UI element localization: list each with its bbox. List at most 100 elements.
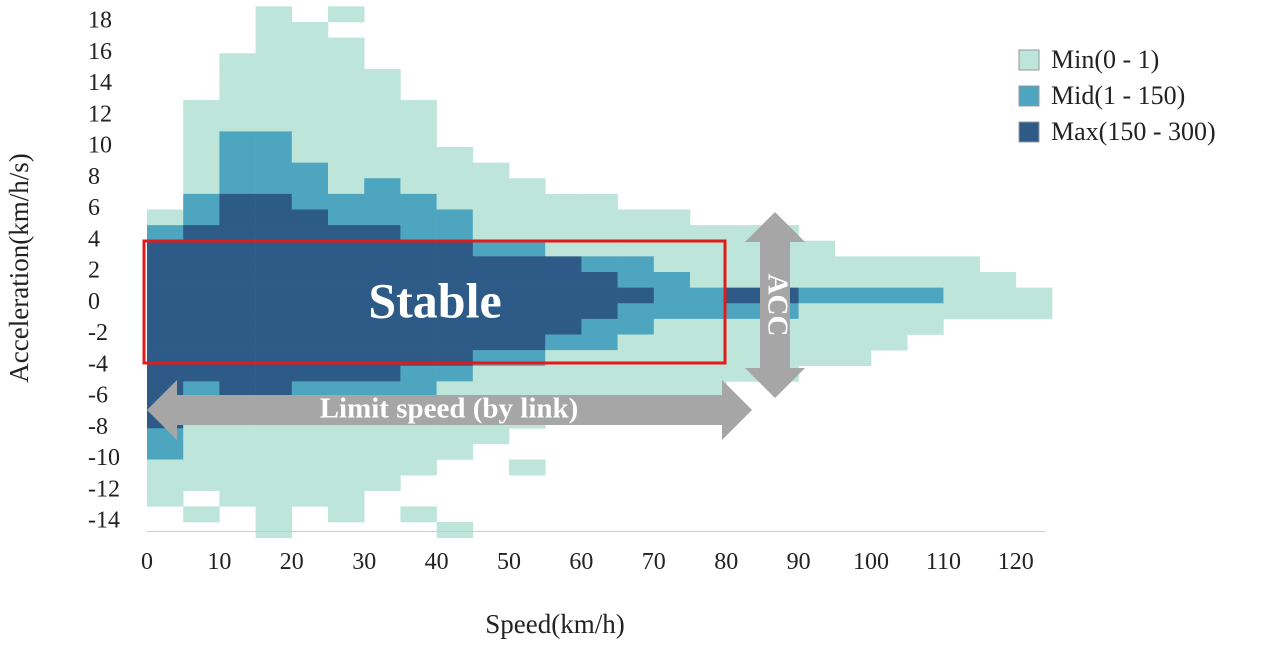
heatmap-cell: [871, 475, 908, 491]
heatmap-cell: [726, 53, 763, 69]
heatmap-cell: [907, 381, 944, 397]
heatmap-cell: [473, 69, 510, 85]
heatmap-cell: [618, 460, 655, 476]
heatmap-cell: [291, 147, 329, 163]
heatmap-cell: [690, 194, 727, 210]
heatmap-cell: [762, 100, 799, 116]
heatmap-cell: [255, 428, 293, 445]
heatmap-cell: [907, 210, 944, 226]
y-tick-label: -8: [88, 414, 108, 440]
heatmap-cell: [798, 240, 836, 257]
y-tick-label: 18: [88, 8, 112, 34]
heatmap-cell: [690, 69, 727, 85]
heatmap-cell: [618, 194, 655, 210]
heatmap-cell: [943, 397, 980, 413]
heatmap-cell: [834, 350, 872, 367]
heatmap-cell: [1015, 303, 1053, 320]
legend-label: Mid(1 - 150): [1051, 81, 1185, 110]
heatmap-cell: [364, 365, 401, 382]
heatmap-cell: [943, 210, 980, 226]
heatmap-cell: [473, 53, 510, 69]
heatmap-cell: [835, 475, 872, 491]
heatmap-cell: [400, 38, 437, 54]
heatmap-cell: [653, 225, 691, 242]
heatmap-cell: [183, 131, 220, 148]
heatmap-cell: [871, 225, 908, 241]
heatmap-cell: [400, 365, 437, 382]
heatmap-cell: [219, 84, 256, 101]
heatmap-cell: [545, 178, 582, 194]
heatmap-cell: [690, 318, 727, 335]
heatmap-cell: [690, 428, 727, 444]
heatmap-cell: [183, 100, 220, 117]
heatmap-cell: [183, 256, 220, 273]
heatmap-cell: [1016, 350, 1053, 366]
heatmap-cell: [147, 209, 184, 226]
heatmap-cell: [581, 365, 618, 382]
heatmap-cell: [1016, 397, 1053, 413]
heatmap-cell: [183, 318, 220, 335]
heatmap-cell: [400, 272, 437, 288]
heatmap-cell: [726, 116, 763, 132]
heatmap-cell: [255, 68, 293, 85]
heatmap-cell: [328, 303, 365, 320]
heatmap-cell: [400, 428, 437, 445]
heatmap-cell: [219, 459, 256, 476]
heatmap-cell: [509, 178, 546, 195]
heatmap-cell: [545, 131, 582, 147]
heatmap-cell: [292, 506, 329, 522]
heatmap-cell: [255, 256, 293, 273]
heatmap-cell: [798, 256, 836, 273]
heatmap-cell: [219, 506, 256, 522]
heatmap-cell: [835, 210, 872, 226]
heatmap-cell: [581, 209, 618, 226]
heatmap-cell: [147, 475, 184, 492]
heatmap-cell: [509, 381, 546, 398]
heatmap-cell: [690, 225, 727, 242]
heatmap-cell: [364, 22, 401, 38]
heatmap-cell: [183, 475, 220, 492]
heatmap-cell: [726, 444, 763, 460]
heatmap-cell: [183, 162, 220, 179]
heatmap-cell: [473, 506, 510, 522]
heatmap-cell: [509, 131, 546, 147]
heatmap-cell: [835, 241, 872, 257]
heatmap-cell: [653, 365, 691, 382]
heatmap-cell: [907, 303, 944, 320]
heatmap-cell: [509, 365, 546, 382]
heatmap-cell: [219, 318, 256, 335]
heatmap-cell: [1016, 210, 1053, 226]
heatmap-cell: [943, 178, 980, 194]
heatmap-cell: [400, 443, 437, 460]
heatmap-cell: [726, 178, 763, 194]
heatmap-cell: [291, 256, 329, 273]
legend-swatch: [1018, 49, 1040, 71]
heatmap-cell: [328, 272, 365, 288]
heatmap-cell: [581, 522, 618, 538]
heatmap-cell: [291, 428, 329, 445]
heatmap-cell: [618, 38, 655, 54]
heatmap-cell: [980, 491, 1017, 507]
y-tick-label: 12: [88, 101, 112, 127]
heatmap-cell: [943, 272, 980, 288]
heatmap-cell: [255, 381, 293, 398]
heatmap-cell: [690, 381, 727, 398]
heatmap-cell: [799, 100, 836, 116]
heatmap-cell: [581, 69, 618, 85]
heatmap-cell: [436, 162, 474, 179]
heatmap-cell: [581, 38, 618, 54]
heatmap-cell: [328, 178, 365, 195]
heatmap-cell: [473, 38, 510, 54]
heatmap-cell: [799, 491, 836, 507]
heatmap-cell: [835, 444, 872, 460]
heatmap-cell: [726, 522, 763, 538]
heatmap-cell: [834, 303, 872, 320]
heatmap-cell: [943, 116, 980, 132]
heatmap-cell: [726, 163, 763, 179]
heatmap-cell: [980, 53, 1017, 69]
heatmap-cell: [654, 22, 691, 38]
y-tick-label: -14: [88, 508, 120, 534]
heatmap-cell: [400, 459, 437, 476]
heatmap-cell: [328, 240, 365, 257]
heatmap-cell: [690, 303, 727, 320]
